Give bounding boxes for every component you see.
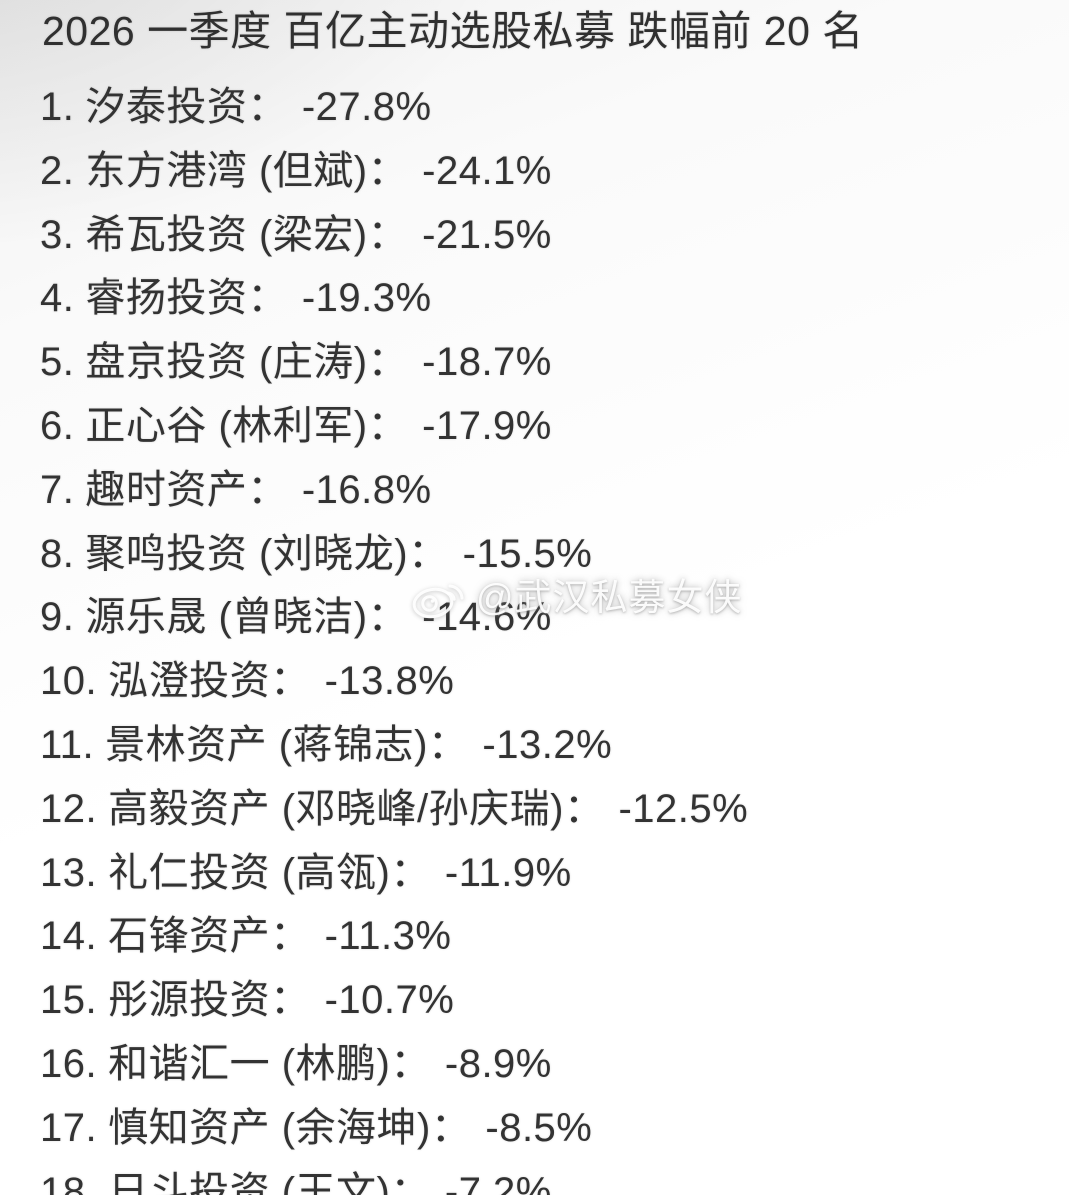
fund-rank: 16.: [40, 1041, 98, 1086]
fund-name: 汐泰投资：: [85, 85, 288, 129]
fund-row: 17. 慎知资产 (余海坤)： -8.5%: [40, 1097, 1069, 1161]
fund-change: -8.9%: [444, 1041, 552, 1086]
fund-change: -8.5%: [485, 1105, 593, 1150]
fund-row: 1. 汐泰投资： -27.8%: [40, 76, 1069, 140]
fund-name: 盘京投资 (庄涛)：: [85, 340, 409, 385]
fund-rank: 18.: [40, 1169, 98, 1195]
page-title: 2026 一季度 百亿主动选股私募 跌幅前 20 名: [42, 8, 864, 54]
fund-row: 9. 源乐晟 (曾晓洁)： -14.6%: [40, 586, 1069, 650]
fund-rank: 11.: [40, 722, 95, 767]
fund-rank: 1.: [40, 85, 75, 129]
fund-row: 13. 礼仁投资 (高瓴)： -11.9%: [40, 842, 1069, 906]
fund-rank: 8.: [40, 531, 75, 576]
fund-list: 1. 汐泰投资： -27.8% 2. 东方港湾 (但斌)： -24.1% 3. 希瓦投资 …: [0, 76, 1069, 1195]
fund-name: 彤源投资：: [108, 978, 311, 1023]
fund-change: -13.8%: [324, 659, 455, 704]
fund-name: 慎知资产 (余海坤)：: [108, 1105, 472, 1150]
fund-rank: 14.: [40, 914, 98, 959]
fund-row: 10. 泓澄投资： -13.8%: [40, 650, 1069, 714]
fund-change: -19.3%: [301, 276, 432, 321]
fund-rank: 12.: [40, 786, 98, 831]
fund-row: 14. 石锋资产： -11.3%: [40, 905, 1069, 969]
fund-change: -24.1%: [422, 148, 552, 193]
fund-change: -7.2%: [444, 1169, 552, 1195]
fund-row: 6. 正心谷 (林利军)： -17.9%: [40, 395, 1069, 459]
fund-name: 景林资产 (蒋锦志)：: [105, 722, 469, 767]
fund-row: 7. 趣时资产： -16.8%: [40, 459, 1069, 523]
fund-rank: 17.: [40, 1105, 98, 1150]
fund-name: 高毅资产 (邓晓峰/孙庆瑞)：: [108, 786, 605, 831]
fund-rank: 10.: [40, 659, 98, 704]
fund-rank: 3.: [40, 212, 75, 257]
fund-rank: 5.: [40, 340, 75, 385]
fund-rank: 7.: [40, 467, 75, 512]
fund-name: 睿扬投资：: [85, 276, 288, 321]
fund-rank: 2.: [40, 148, 75, 193]
fund-name: 礼仁投资 (高瓴)：: [108, 850, 431, 895]
fund-change: -21.5%: [422, 212, 552, 257]
fund-row: 18. 日斗投资 (王文)： -7.2%: [40, 1161, 1069, 1195]
fund-row: 5. 盘京投资 (庄涛)： -18.7%: [40, 331, 1069, 395]
fund-row: 16. 和谐汇一 (林鹏)： -8.9%: [40, 1033, 1069, 1097]
fund-change: -17.9%: [422, 403, 552, 448]
fund-name: 趣时资产：: [85, 467, 288, 512]
fund-name: 正心谷 (林利军)：: [85, 403, 409, 448]
fund-row: 2. 东方港湾 (但斌)： -24.1%: [40, 140, 1069, 204]
fund-change: -27.8%: [301, 85, 432, 129]
fund-change: -10.7%: [324, 978, 455, 1023]
fund-row: 8. 聚鸣投资 (刘晓龙)： -15.5%: [40, 523, 1069, 587]
fund-row: 15. 彤源投资： -10.7%: [40, 969, 1069, 1033]
fund-change: -16.8%: [301, 467, 432, 512]
fund-name: 源乐晟 (曾晓洁)：: [85, 595, 409, 640]
fund-change: -11.3%: [324, 914, 452, 959]
fund-rank: 6.: [40, 403, 75, 448]
fund-change: -11.9%: [444, 850, 572, 895]
fund-row: 3. 希瓦投资 (梁宏)： -21.5%: [40, 204, 1069, 268]
fund-rank: 15.: [40, 978, 98, 1023]
fund-rank: 4.: [40, 276, 75, 321]
fund-row: 4. 睿扬投资： -19.3%: [40, 267, 1069, 331]
fund-change: -18.7%: [422, 340, 552, 385]
fund-name: 和谐汇一 (林鹏)：: [108, 1041, 431, 1086]
fund-change: -15.5%: [462, 531, 593, 576]
fund-change: -13.2%: [482, 722, 613, 767]
fund-row: 11. 景林资产 (蒋锦志)： -13.2%: [40, 714, 1069, 778]
fund-rank: 9.: [40, 595, 75, 640]
fund-name: 希瓦投资 (梁宏)：: [85, 212, 409, 257]
fund-name: 泓澄投资：: [108, 659, 311, 704]
fund-change: -12.5%: [618, 786, 749, 831]
fund-name: 日斗投资 (王文)：: [108, 1169, 431, 1195]
fund-row: 12. 高毅资产 (邓晓峰/孙庆瑞)： -12.5%: [40, 778, 1069, 842]
fund-name: 聚鸣投资 (刘晓龙)：: [85, 531, 449, 576]
fund-change: -14.6%: [422, 595, 552, 640]
fund-name: 石锋资产：: [108, 914, 311, 959]
fund-rank: 13.: [40, 850, 98, 895]
fund-name: 东方港湾 (但斌)：: [85, 148, 409, 193]
